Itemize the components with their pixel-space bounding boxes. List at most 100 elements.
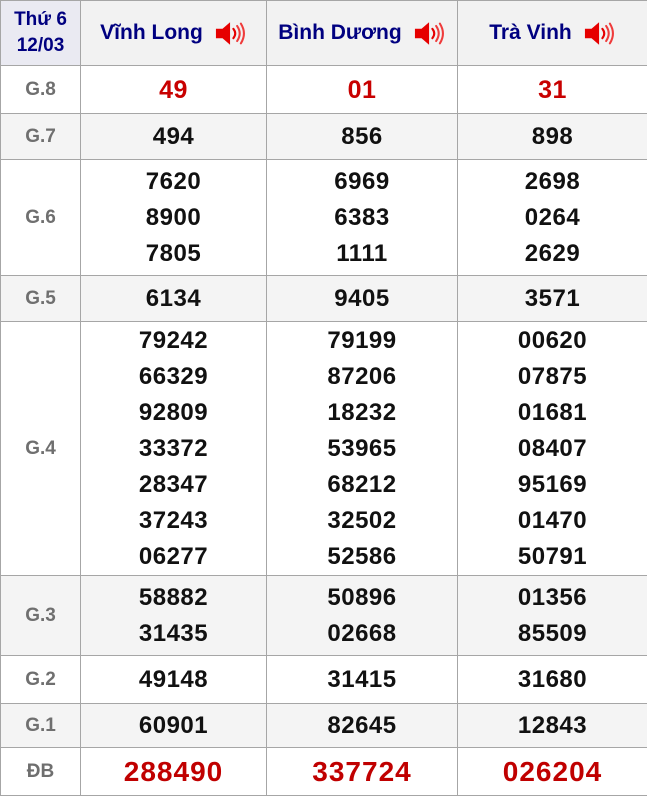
prize-label: G.1	[0, 703, 81, 748]
prize-numbers-cell: 79242 66329 92809 33372 28347 37243 06277	[80, 321, 267, 576]
prize-number: 337724	[312, 755, 412, 787]
prize-number: 02668	[327, 619, 397, 647]
prize-number: 58882	[138, 583, 209, 611]
prize-label: G.5	[0, 275, 81, 322]
prize-row-g2: G.2 49148 31415 31680	[0, 655, 647, 704]
province-name: Bình Dương	[278, 21, 402, 44]
prize-numbers-cell: 12843	[457, 703, 647, 748]
prize-number: 6969	[334, 167, 390, 195]
prize-row-g1: G.1 60901 82645 12843	[0, 703, 647, 748]
prize-numbers-cell: 2698 0264 2629	[457, 159, 647, 276]
prize-number: 85509	[517, 619, 588, 647]
speaker-icon[interactable]	[584, 21, 616, 46]
prize-numbers-cell: 50896 02668	[266, 575, 458, 656]
prize-number: 1111	[336, 239, 388, 267]
prize-number: 6383	[334, 203, 390, 231]
prize-number: 2629	[524, 239, 581, 267]
prize-number: 0264	[524, 203, 581, 231]
prize-number: 00620	[517, 326, 588, 354]
prize-numbers-cell: 6969 6383 1111	[266, 159, 458, 276]
prize-numbers-cell: 82645	[266, 703, 458, 748]
prize-numbers-cell: 01356 85509	[457, 575, 647, 656]
prize-number: 87206	[327, 362, 397, 390]
prize-row-g7: G.7 494 856 898	[0, 113, 647, 160]
prize-rows: G.8 49 01 31 G.7 494 856 898 G.6 7620 8900 7805 6969…	[0, 65, 647, 796]
prize-numbers-cell: 7620 8900 7805	[80, 159, 267, 276]
prize-number: 50896	[327, 583, 397, 611]
prize-numbers-cell: 31415	[266, 655, 458, 704]
prize-number: 33372	[138, 434, 209, 462]
draw-date: 12/03	[16, 35, 65, 56]
prize-number: 07875	[517, 362, 588, 390]
prize-row-g5: G.5 6134 9405 3571	[0, 275, 647, 322]
prize-number: 01470	[517, 506, 588, 534]
prize-number: 18232	[327, 398, 397, 426]
prize-numbers-cell: 898	[457, 113, 647, 160]
prize-number: 79199	[327, 326, 397, 354]
prize-number: 31435	[138, 619, 209, 647]
prize-number: 28347	[138, 470, 209, 498]
prize-row-g4: G.4 79242 66329 92809 33372 28347 37243 06277 79…	[0, 321, 647, 576]
prize-number: 06277	[138, 542, 209, 570]
column-header-binh-duong: Bình Dương	[266, 0, 458, 66]
prize-number: 92809	[138, 398, 209, 426]
prize-number: 01356	[517, 583, 588, 611]
prize-number: 8900	[145, 203, 202, 231]
prize-number: 31415	[327, 665, 397, 693]
prize-number: 12843	[517, 711, 588, 739]
prize-number: 08407	[517, 434, 588, 462]
prize-numbers-cell: 58882 31435	[80, 575, 267, 656]
prize-numbers-cell: 31	[457, 65, 647, 114]
prize-number: 49148	[138, 665, 209, 693]
prize-numbers-cell: 9405	[266, 275, 458, 322]
prize-number: 52586	[327, 542, 397, 570]
prize-label: G.3	[0, 575, 81, 656]
prize-number: 31680	[517, 665, 588, 693]
prize-number: 01681	[517, 398, 588, 426]
prize-numbers-cell: 494	[80, 113, 267, 160]
prize-numbers-cell: 79199 87206 18232 53965 68212 32502 52586	[266, 321, 458, 576]
prize-numbers-cell: 337724	[266, 747, 458, 796]
prize-numbers-cell: 288490	[80, 747, 267, 796]
prize-number: 3571	[524, 284, 581, 312]
prize-number: 7805	[145, 239, 202, 267]
prize-number: 856	[341, 122, 383, 150]
prize-numbers-cell: 00620 07875 01681 08407 95169 01470 50791	[457, 321, 647, 576]
prize-number: 32502	[327, 506, 397, 534]
prize-label: G.6	[0, 159, 81, 276]
province-name: Vĩnh Long	[100, 21, 203, 44]
weekday-label: Thứ 6	[14, 9, 67, 30]
prize-numbers-cell: 026204	[457, 747, 647, 796]
prize-numbers-cell: 49	[80, 65, 267, 114]
prize-number: 6134	[145, 284, 202, 312]
prize-number: 026204	[502, 755, 603, 787]
prize-numbers-cell: 31680	[457, 655, 647, 704]
prize-number: 2698	[524, 167, 581, 195]
prize-number: 7620	[145, 167, 202, 195]
prize-number: 53965	[327, 434, 397, 462]
date-cell: Thứ 6 12/03	[0, 0, 81, 66]
prize-number: 37243	[138, 506, 209, 534]
prize-label: G.8	[0, 65, 81, 114]
prize-label: G.4	[0, 321, 81, 576]
speaker-icon[interactable]	[414, 21, 446, 46]
prize-row-g8: G.8 49 01 31	[0, 65, 647, 114]
column-header-tra-vinh: Trà Vinh	[457, 0, 647, 66]
prize-number: 31	[538, 75, 567, 104]
speaker-icon[interactable]	[215, 21, 247, 46]
prize-number: 49	[159, 75, 188, 104]
prize-number: 01	[347, 75, 377, 104]
prize-number: 50791	[517, 542, 588, 570]
prize-row-g3: G.3 58882 31435 50896 02668 01356 85509	[0, 575, 647, 656]
prize-number: 82645	[327, 711, 397, 739]
prize-numbers-cell: 60901	[80, 703, 267, 748]
prize-row-g6: G.6 7620 8900 7805 6969 6383 1111 2698 0264 2629	[0, 159, 647, 276]
prize-number: 9405	[334, 284, 390, 312]
prize-number: 60901	[138, 711, 209, 739]
prize-label: G.2	[0, 655, 81, 704]
prize-number: 68212	[327, 470, 397, 498]
province-name: Trà Vinh	[489, 21, 572, 44]
prize-row-đb: ĐB 288490 337724 026204	[0, 747, 647, 796]
